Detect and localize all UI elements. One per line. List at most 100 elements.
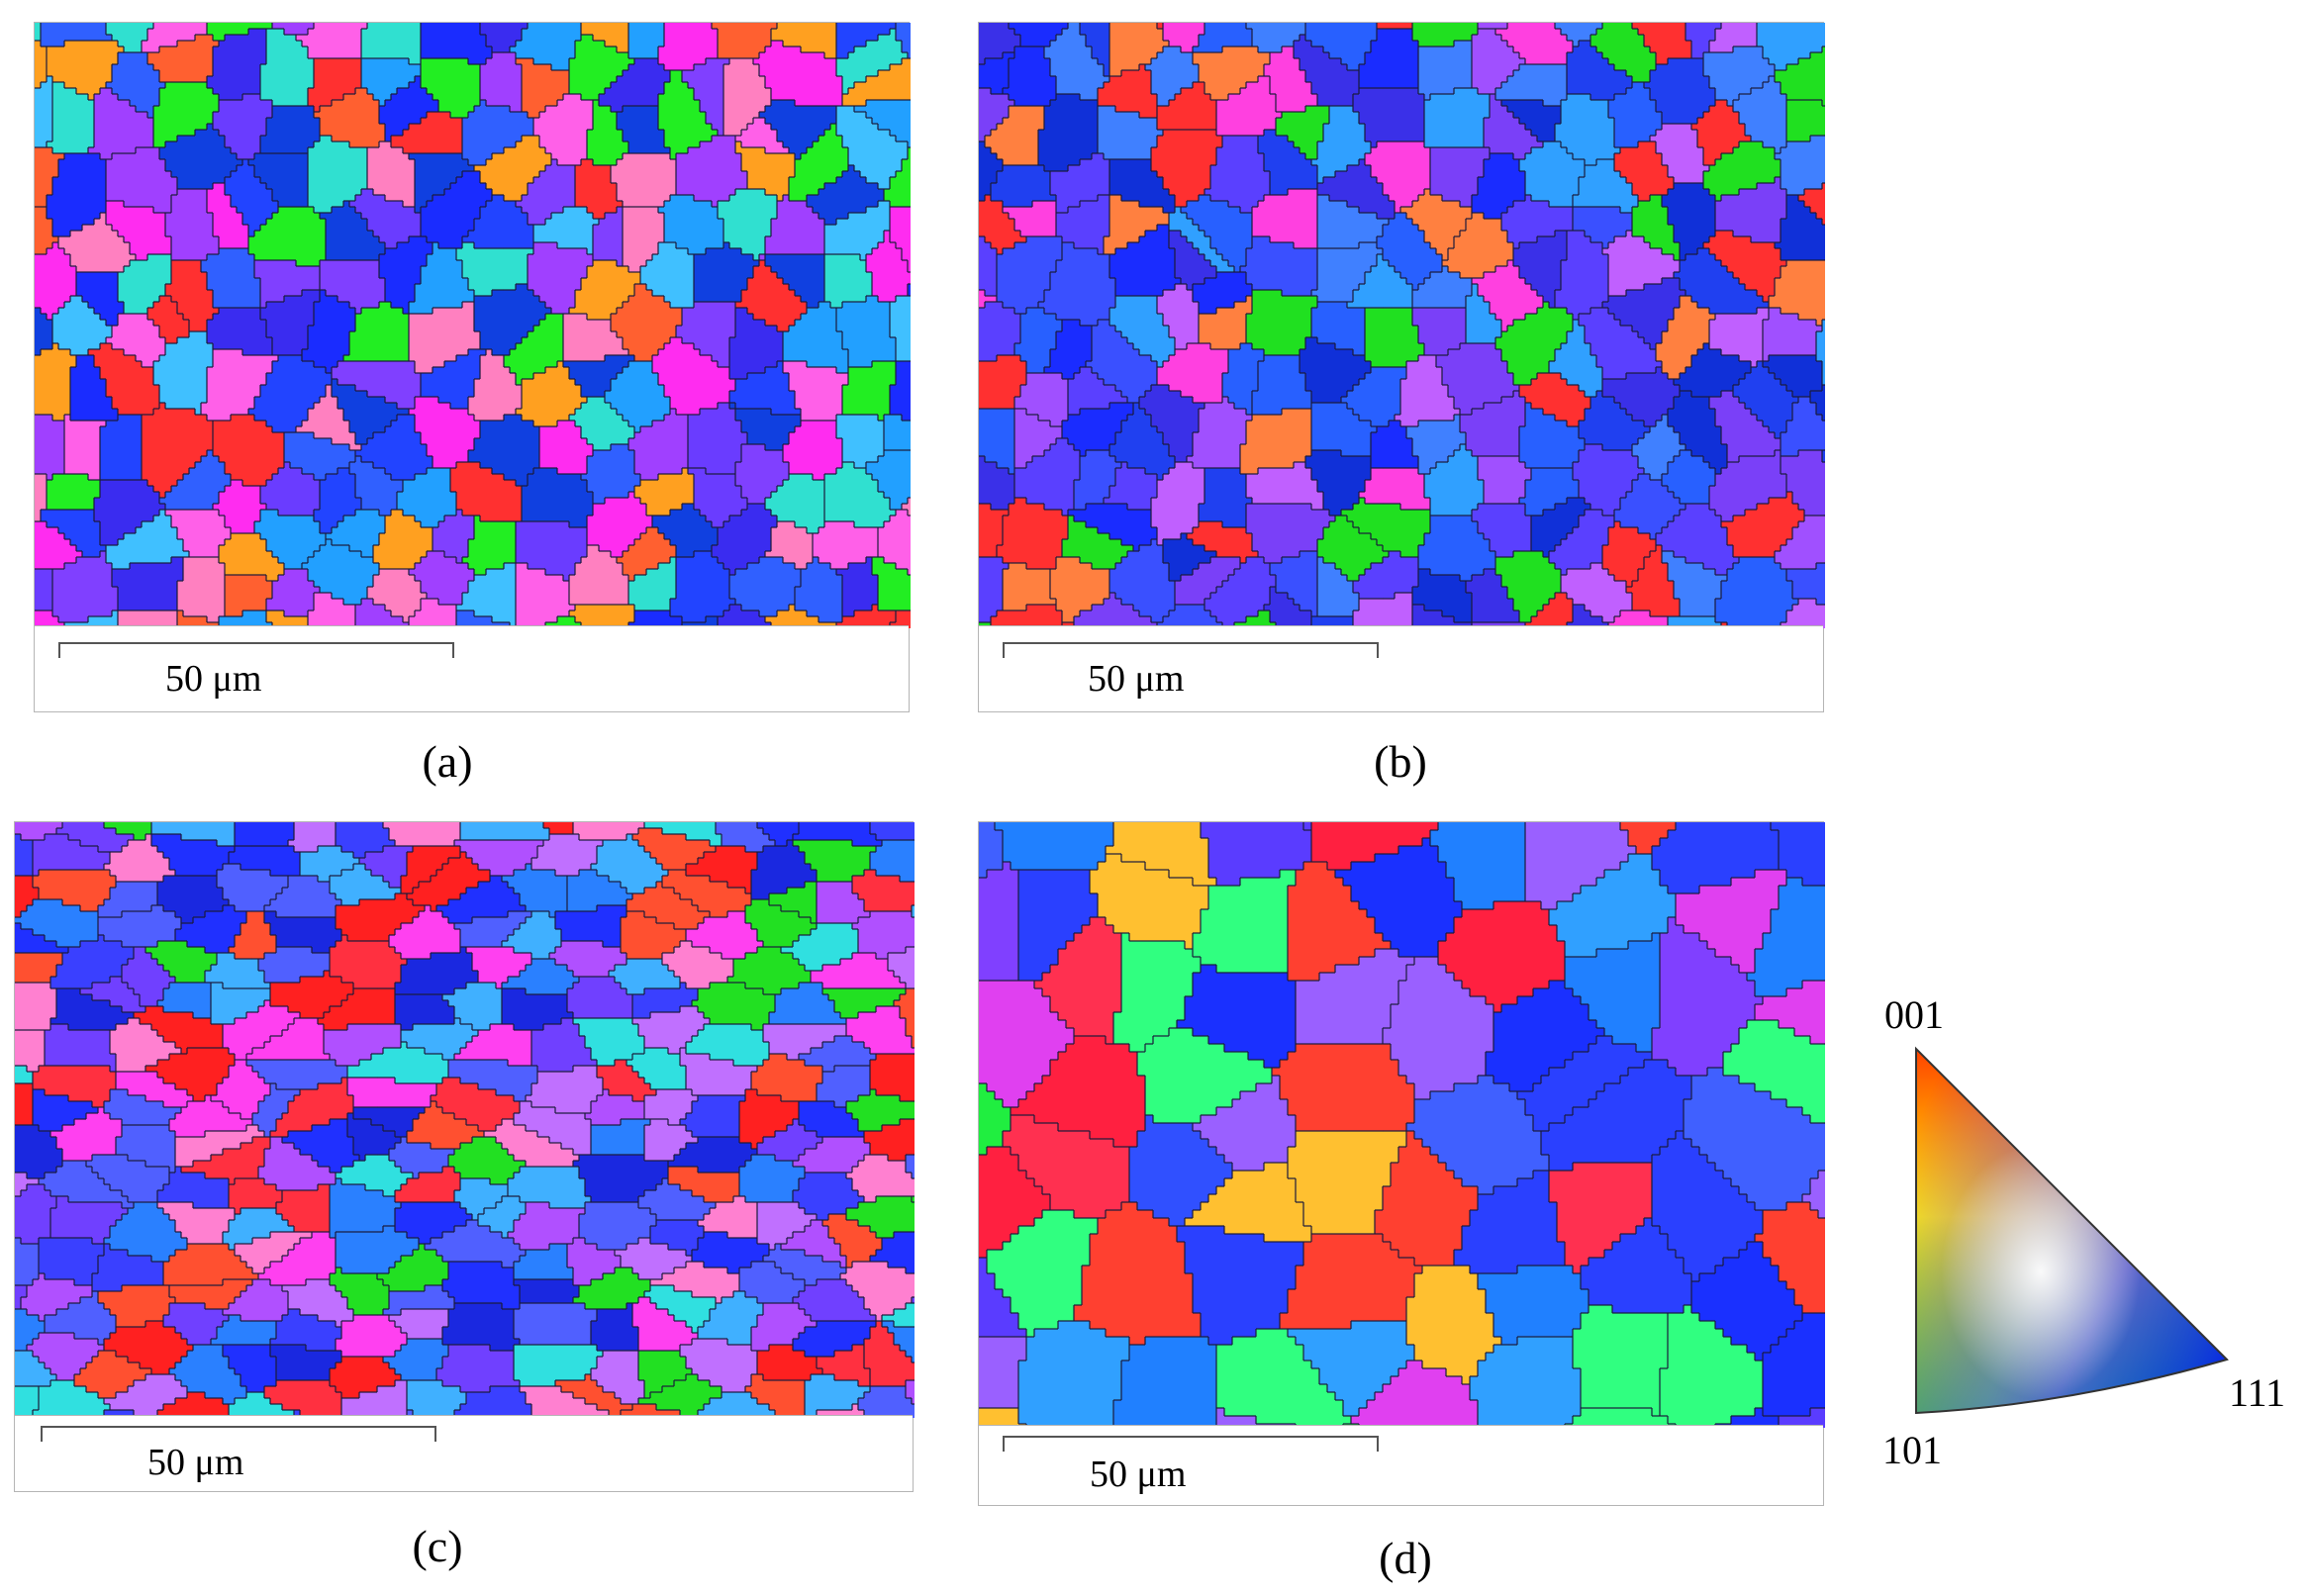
grain-segment <box>35 581 53 588</box>
grain-segment <box>266 47 309 53</box>
grain-segment <box>878 486 911 493</box>
grain-segment <box>320 266 380 273</box>
grain-segment <box>682 616 707 623</box>
grain-segment <box>183 314 214 321</box>
grain-segment <box>284 456 356 463</box>
grain-segment <box>824 486 879 493</box>
grain-segment <box>415 563 469 570</box>
grain-segment <box>94 219 107 226</box>
grain-segment <box>628 296 665 303</box>
grain-segment <box>118 539 184 546</box>
grain-segment <box>456 616 493 623</box>
grain-segment <box>106 165 166 172</box>
grain-segment <box>284 438 333 445</box>
grain-segment <box>100 444 143 451</box>
grain-segment <box>836 118 873 125</box>
grain-segment <box>165 159 243 166</box>
grain-segment <box>575 52 629 59</box>
grain-segment <box>260 141 315 148</box>
grain-segment <box>64 456 101 463</box>
grain-segment <box>480 337 523 344</box>
grain-segment <box>260 302 267 309</box>
grain-segment <box>628 349 659 356</box>
grain-segment <box>373 462 434 469</box>
grain-segment <box>177 41 220 47</box>
grain-segment <box>266 616 309 623</box>
grain-segment <box>314 23 368 30</box>
grain-segment <box>159 397 208 404</box>
grain-segment <box>88 94 95 101</box>
grain-segment <box>842 444 885 451</box>
grain-segment <box>225 462 285 469</box>
grain-segment <box>634 486 695 493</box>
ebsd-ipf-map-a <box>35 23 911 628</box>
grain-segment <box>421 41 487 47</box>
grain-segment <box>735 462 790 469</box>
grain-segment <box>308 100 333 107</box>
grain-segment <box>676 557 719 564</box>
grain-segment <box>456 492 523 499</box>
grain-segment <box>52 242 59 249</box>
grain-segment <box>35 385 71 392</box>
grain-segment <box>735 331 784 338</box>
grain-segment <box>735 314 754 321</box>
grain-segment <box>332 593 368 600</box>
grain-segment <box>777 516 825 522</box>
grain-segment <box>539 141 588 148</box>
grain-segment <box>735 474 790 481</box>
grain-segment <box>587 486 635 493</box>
grain-segment <box>355 616 404 623</box>
grain-segment <box>896 510 909 516</box>
grain-segment <box>670 510 701 516</box>
grain-segment <box>385 605 422 611</box>
grain-segment <box>587 456 635 463</box>
grain-segment <box>854 165 903 172</box>
grain-segment <box>795 426 837 433</box>
grain-segment <box>563 207 588 214</box>
grain-segment <box>866 41 903 47</box>
grain-segment <box>516 533 588 540</box>
grain-segment <box>836 219 891 226</box>
grain-segment <box>52 337 107 344</box>
grain-segment <box>522 415 570 422</box>
grain-segment <box>729 58 754 65</box>
grain-segment <box>35 124 53 131</box>
grain-segment <box>308 159 368 166</box>
grain-segment <box>664 213 719 220</box>
grain-segment <box>367 587 422 594</box>
grain-segment <box>611 551 624 558</box>
grain-segment <box>308 183 368 190</box>
grain-segment <box>872 563 897 570</box>
grain-segment <box>658 242 677 249</box>
grain-segment <box>421 391 475 398</box>
grain-segment <box>468 278 529 285</box>
grain-segment <box>522 337 564 344</box>
grain-segment <box>492 290 534 297</box>
grain-segment <box>723 100 772 107</box>
grain-segment <box>320 278 386 285</box>
grain-segment <box>474 106 511 113</box>
grain-segment <box>694 278 748 285</box>
grain-segment <box>634 462 689 469</box>
grain-segment <box>35 213 48 220</box>
grain-segment <box>136 254 148 261</box>
grain-segment <box>836 426 885 433</box>
grain-segment <box>52 326 113 332</box>
grain-segment <box>474 320 540 327</box>
grain-segment <box>47 64 113 71</box>
grain-segment <box>617 195 671 202</box>
grain-segment <box>836 47 855 53</box>
grain-segment <box>670 302 695 309</box>
grain-segment <box>266 379 333 386</box>
grain-segment <box>640 498 695 505</box>
grain-segment <box>480 426 540 433</box>
grain-segment <box>539 462 588 469</box>
grain-segment <box>593 248 624 255</box>
grain-segment <box>836 326 891 332</box>
grain-segment <box>581 426 635 433</box>
grain-segment <box>522 94 564 101</box>
grain-segment <box>379 118 422 125</box>
grain-segment <box>563 326 612 332</box>
grain-segment <box>58 236 125 243</box>
grain-segment <box>628 587 677 594</box>
